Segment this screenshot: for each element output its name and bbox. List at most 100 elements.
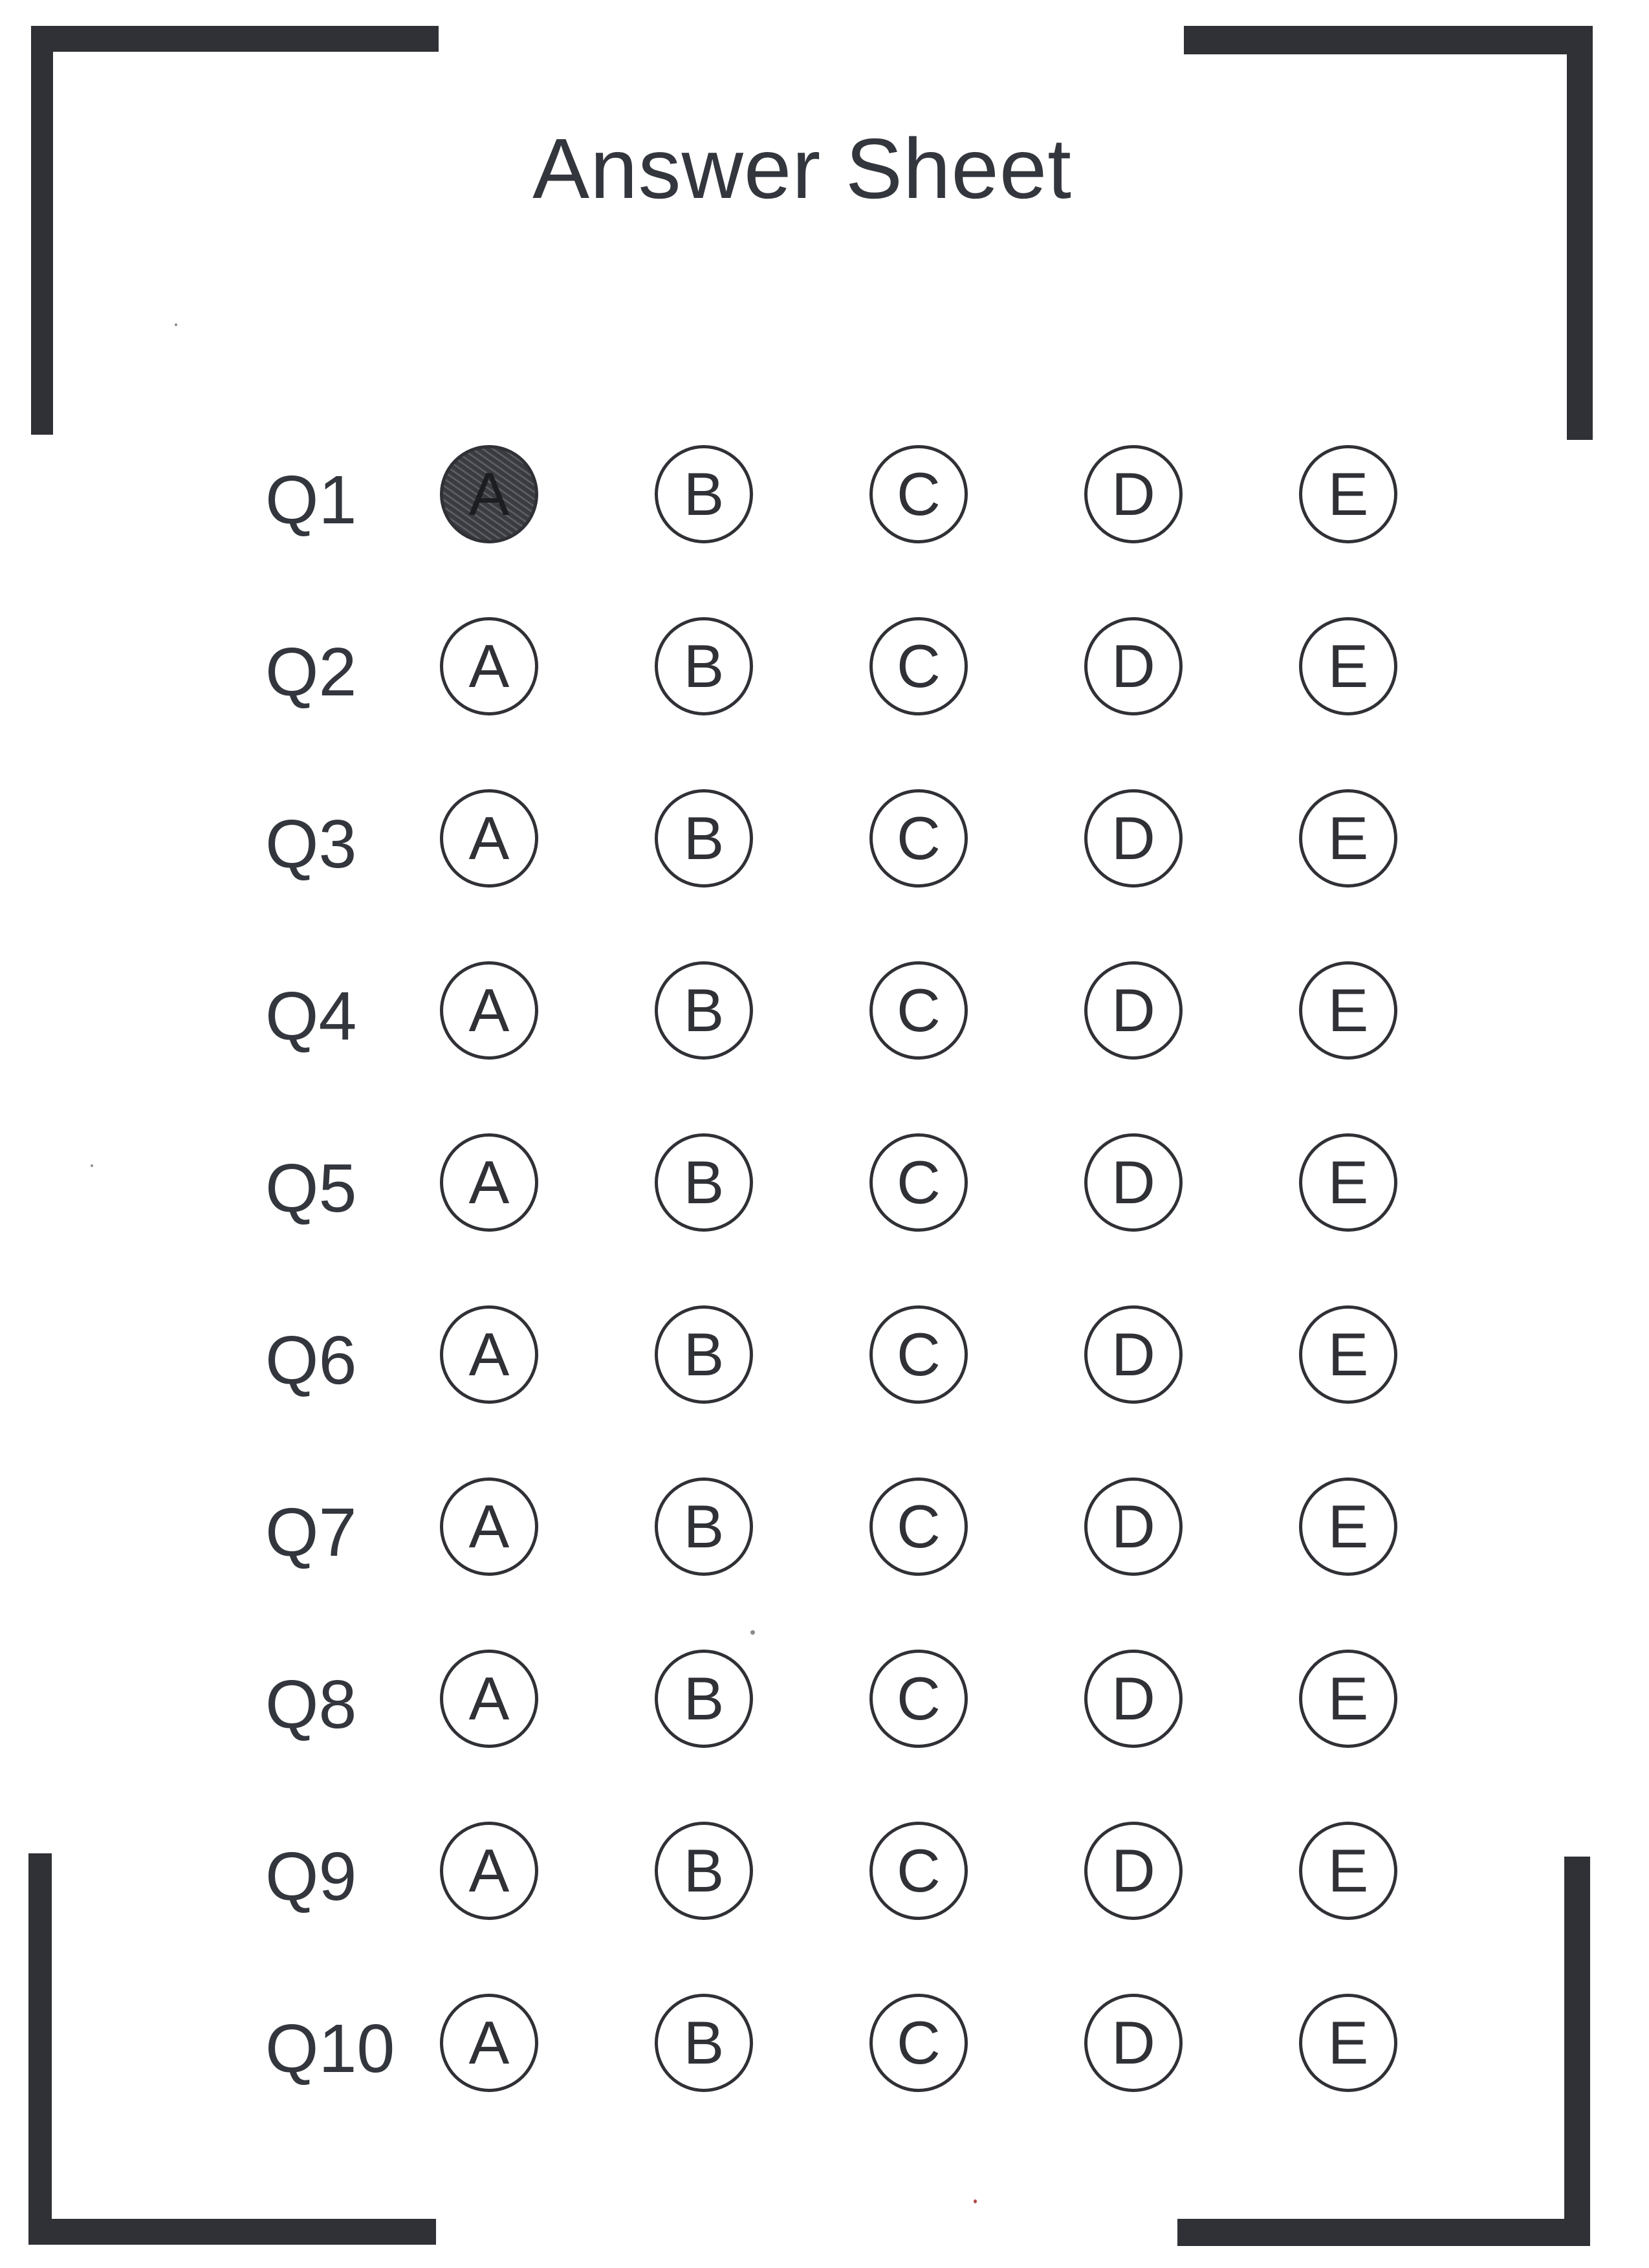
- page-title: Answer Sheet: [532, 121, 1072, 216]
- answer-bubble-e[interactable]: E: [1299, 789, 1397, 888]
- bubble-letter: B: [683, 460, 725, 528]
- corner-mark-bottom-right-v: [1564, 1857, 1590, 2245]
- answer-bubble-b[interactable]: B: [655, 1477, 753, 1576]
- question-label: Q9: [265, 1838, 357, 1915]
- question-row: Q7 A B C D E: [0, 1477, 1649, 1587]
- question-label: Q10: [265, 2011, 395, 2087]
- answer-bubble-e[interactable]: E: [1299, 617, 1397, 715]
- bubble-letter: B: [683, 1492, 725, 1560]
- answer-bubble-c[interactable]: C: [869, 445, 968, 543]
- answer-bubble-e[interactable]: E: [1299, 1477, 1397, 1576]
- answer-bubble-b[interactable]: B: [655, 1994, 753, 2092]
- answer-bubble-a[interactable]: A: [440, 1650, 538, 1748]
- answer-bubble-b[interactable]: B: [655, 961, 753, 1060]
- answer-bubble-a[interactable]: A: [440, 789, 538, 888]
- answer-bubble-c[interactable]: C: [869, 789, 968, 888]
- answer-bubble-b[interactable]: B: [655, 1650, 753, 1748]
- answer-bubble-c[interactable]: C: [869, 961, 968, 1060]
- answer-bubble-b[interactable]: B: [655, 617, 753, 715]
- question-label: Q1: [265, 462, 357, 538]
- answer-bubble-d[interactable]: D: [1084, 1994, 1183, 2092]
- answer-bubble-a[interactable]: A: [440, 1994, 538, 2092]
- corner-mark-bottom-left-h: [28, 2219, 436, 2245]
- answer-bubble-c[interactable]: C: [869, 617, 968, 715]
- answer-bubble-d[interactable]: D: [1084, 1650, 1183, 1748]
- bubble-letter: D: [1111, 1320, 1155, 1388]
- bubble-letter: D: [1111, 460, 1155, 528]
- question-row: Q5 A B C D E: [0, 1133, 1649, 1243]
- bubble-letter: A: [468, 1664, 510, 1732]
- answer-bubble-b[interactable]: B: [655, 445, 753, 543]
- answer-bubble-a[interactable]: A: [440, 1305, 538, 1404]
- bubble-letter: D: [1111, 1837, 1155, 1904]
- answer-bubble-d[interactable]: D: [1084, 617, 1183, 715]
- bubble-letter: D: [1111, 1664, 1155, 1732]
- bubble-letter: B: [683, 1320, 725, 1388]
- bubble-letter: B: [683, 1148, 725, 1216]
- answer-bubble-d[interactable]: D: [1084, 1133, 1183, 1232]
- answer-bubble-e[interactable]: E: [1299, 445, 1397, 543]
- bubble-letter: E: [1327, 1148, 1369, 1216]
- answer-bubble-c[interactable]: C: [869, 1650, 968, 1748]
- answer-bubble-c[interactable]: C: [869, 1994, 968, 2092]
- bubble-letter: D: [1111, 632, 1155, 700]
- bubble-letter: C: [897, 1148, 941, 1216]
- corner-mark-top-right-v: [1567, 26, 1593, 440]
- scan-speck: [974, 2199, 977, 2203]
- question-row: Q6 A B C D E: [0, 1305, 1649, 1415]
- answer-bubble-a[interactable]: A: [440, 961, 538, 1060]
- bubble-letter: B: [683, 1837, 725, 1904]
- bubble-letter: E: [1327, 1320, 1369, 1388]
- answer-bubble-c[interactable]: C: [869, 1477, 968, 1576]
- corner-mark-top-left-h: [31, 26, 439, 52]
- answer-bubble-e[interactable]: E: [1299, 961, 1397, 1060]
- bubble-letter: B: [683, 2009, 725, 2077]
- bubble-letter: E: [1327, 2009, 1369, 2077]
- answer-bubble-e[interactable]: E: [1299, 1822, 1397, 1920]
- answer-bubble-c[interactable]: C: [869, 1305, 968, 1404]
- answer-bubble-b[interactable]: B: [655, 1822, 753, 1920]
- answer-bubble-b[interactable]: B: [655, 789, 753, 888]
- answer-bubble-e[interactable]: E: [1299, 1994, 1397, 2092]
- answer-bubble-a[interactable]: A: [440, 1822, 538, 1920]
- answer-bubble-d[interactable]: D: [1084, 1822, 1183, 1920]
- bubble-letter: A: [468, 1492, 510, 1560]
- answer-bubble-a[interactable]: A: [440, 617, 538, 715]
- bubble-letter: E: [1327, 1664, 1369, 1732]
- bubble-letter: C: [897, 804, 941, 872]
- answer-bubble-d[interactable]: D: [1084, 961, 1183, 1060]
- bubble-letter: A: [468, 1320, 510, 1388]
- answer-bubble-a[interactable]: A: [440, 1133, 538, 1232]
- answer-bubble-e[interactable]: E: [1299, 1305, 1397, 1404]
- answer-bubble-e[interactable]: E: [1299, 1650, 1397, 1748]
- answer-bubble-d[interactable]: D: [1084, 789, 1183, 888]
- answer-bubble-d[interactable]: D: [1084, 1305, 1183, 1404]
- answer-bubble-b[interactable]: B: [655, 1133, 753, 1232]
- question-row: Q8 A B C D E: [0, 1650, 1649, 1760]
- answer-bubble-c[interactable]: C: [869, 1822, 968, 1920]
- bubble-letter: C: [897, 1664, 941, 1732]
- corner-mark-top-right-h: [1184, 26, 1593, 54]
- answer-bubble-d[interactable]: D: [1084, 1477, 1183, 1576]
- question-label: Q6: [265, 1322, 357, 1399]
- bubble-letter: E: [1327, 976, 1369, 1044]
- answer-bubble-a[interactable]: A: [440, 1477, 538, 1576]
- answer-bubble-e[interactable]: E: [1299, 1133, 1397, 1232]
- bubble-letter: D: [1111, 1148, 1155, 1216]
- bubble-letter: E: [1327, 1492, 1369, 1560]
- answer-bubble-d[interactable]: D: [1084, 445, 1183, 543]
- answer-bubble-a[interactable]: A: [440, 445, 538, 543]
- bubble-letter: E: [1327, 632, 1369, 700]
- question-label: Q3: [265, 806, 357, 882]
- answer-bubble-b[interactable]: B: [655, 1305, 753, 1404]
- bubble-letter: A: [468, 1837, 510, 1904]
- bubble-letter: C: [897, 460, 941, 528]
- bubble-letter: C: [897, 1320, 941, 1388]
- question-row: Q3 A B C D E: [0, 789, 1649, 899]
- answer-bubble-c[interactable]: C: [869, 1133, 968, 1232]
- bubble-letter: A: [468, 976, 510, 1044]
- corner-mark-top-left-v: [31, 26, 53, 435]
- bubble-letter: A: [468, 2009, 510, 2077]
- question-label: Q2: [265, 634, 357, 710]
